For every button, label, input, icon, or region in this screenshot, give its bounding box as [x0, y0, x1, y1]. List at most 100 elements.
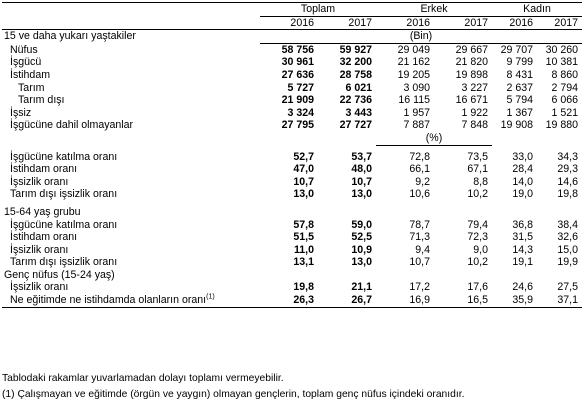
row-label: Nüfus — [2, 43, 260, 56]
table-cell: 30 961 — [281, 56, 314, 69]
row-label-text: Ne eğitimde ne istihdamda olanların oran… — [10, 294, 207, 307]
table-cell: 59,0 — [351, 218, 372, 231]
table-cell: 29 667 — [455, 43, 488, 56]
table-cell: 10,7 — [293, 175, 314, 188]
pct-unit-label: (%) — [376, 131, 492, 146]
table-cell: 11,0 — [293, 243, 314, 256]
section-title-row: 15 ve daha yukarı yaştakiler (Bin) — [2, 29, 582, 44]
table-cell: 19,9 — [557, 256, 578, 269]
table-cell: 48,0 — [351, 163, 372, 176]
row-label-text: Tarım dışı işsizlik oranı — [10, 256, 118, 269]
table-cell: 28,4 — [512, 163, 533, 176]
table-cell: 1 521 — [551, 106, 578, 119]
row-label-text: İşsizlik oranı — [10, 243, 69, 256]
table-cell: 16 115 — [398, 94, 430, 107]
row-label-text: İstihdam oranı — [10, 163, 78, 176]
labour-statistics-table: Toplam Erkek Kadın 2016 2017 2016 2017 2… — [2, 2, 582, 307]
table-cell: 19 898 — [455, 68, 488, 81]
table-cell: 57,8 — [293, 218, 314, 231]
table-cell: 10 381 — [545, 56, 578, 69]
row-label-text: İşgücüne dahil olmayanlar — [10, 119, 134, 132]
table-cell: 27 795 — [281, 119, 314, 132]
section-title: Genç nüfus (15-24 yaş) — [4, 268, 115, 281]
table-cell: 8,8 — [473, 175, 488, 188]
table-cell: 9,2 — [415, 175, 430, 188]
row-label-text: İşgücüne katılma oranı — [10, 218, 118, 231]
table-cell: 29,3 — [557, 163, 578, 176]
table-cell: 3 443 — [345, 106, 372, 119]
row-label: İşsizlik oranı — [2, 281, 260, 294]
row-label-text: İşsiz — [10, 106, 32, 119]
table-cell: 19 908 — [500, 119, 533, 132]
table-cell: 3 227 — [461, 81, 488, 94]
year-header: 2016 — [492, 16, 537, 31]
table-cell: 16,9 — [409, 294, 430, 307]
year-header: 2016 — [260, 16, 318, 31]
table-cell: 73,5 — [467, 150, 488, 163]
row-label-text: İstihdam oranı — [10, 231, 78, 244]
table-cell: 19,8 — [293, 281, 314, 294]
table-cell: 59 927 — [339, 43, 372, 56]
table-cell: 3 324 — [287, 106, 314, 119]
table-cell: 29 707 — [500, 43, 533, 56]
row-label: İşsizlik oranı — [2, 176, 260, 189]
section2-rates: İşgücüne katılma oranı 57,8 59,0 78,7 79,4 36… — [2, 219, 582, 269]
table-cell: 52,5 — [351, 231, 372, 244]
table-cell: 8 860 — [551, 68, 578, 81]
group-header-kadin: Kadın — [492, 2, 582, 17]
table-bottom-rule — [2, 306, 582, 308]
table-cell: 35,9 — [512, 294, 533, 307]
table-cell: 19,8 — [557, 188, 578, 201]
table-cell: 71,3 — [409, 231, 430, 244]
table-cell: 15,0 — [557, 243, 578, 256]
table-cell: 13,0 — [293, 188, 314, 201]
row-label-text: Tarım dışı — [18, 94, 65, 107]
year-header: 2017 — [434, 16, 492, 31]
table-cell: 10,7 — [409, 256, 430, 269]
table-cell: 27,5 — [557, 281, 578, 294]
table-cell: 10,6 — [409, 188, 430, 201]
section3-rates: İşsizlik oranı 19,8 21,1 17,2 17,6 24,6 27,5 Ne… — [2, 281, 582, 306]
table-row: İşgücüne katılma oranı 52,7 53,7 72,8 73,5 33… — [2, 151, 582, 164]
section-title-row: 15-64 yaş grubu — [2, 206, 582, 219]
table-row: İşgücü 30 961 32 200 21 162 21 820 9 799 10 38… — [2, 56, 582, 69]
table-cell: 33,0 — [512, 150, 533, 163]
table-cell: 19,1 — [512, 256, 533, 269]
table-row: Nüfus 58 756 59 927 29 049 29 667 29 707 30 26… — [2, 43, 582, 56]
table-row: Tarım dışı işsizlik oranı 13,0 13,0 10,6 10,… — [2, 188, 582, 201]
group-header-toplam: Toplam — [260, 2, 376, 17]
row-label-text: İstihdam — [10, 68, 51, 81]
row-label: İşgücüne katılma oranı — [2, 151, 260, 164]
row-label-text: Nüfus — [10, 43, 38, 56]
row-label: İşgücüne katılma oranı — [2, 219, 260, 232]
row-label: İşgücü — [2, 56, 260, 69]
table-cell: 14,0 — [512, 175, 533, 188]
table-cell: 3 090 — [403, 81, 430, 94]
table-cell: 14,6 — [557, 175, 578, 188]
table-cell: 7 848 — [461, 119, 488, 132]
table-cell: 37,1 — [557, 294, 578, 307]
year-header: 2016 — [376, 16, 434, 31]
row-label-text: İşgücüne katılma oranı — [10, 150, 118, 163]
table-cell: 21 820 — [455, 56, 488, 69]
pct-unit-row: (%) — [2, 131, 582, 146]
table-cell: 24,6 — [512, 281, 533, 294]
group-header-row: Toplam Erkek Kadın — [2, 2, 582, 17]
table-cell: 16 671 — [455, 94, 488, 107]
table-cell: 9,0 — [473, 243, 488, 256]
year-header: 2017 — [318, 16, 376, 31]
table-cell: 13,0 — [351, 188, 372, 201]
table-cell: 26,7 — [351, 294, 372, 307]
year-header-row: 2016 2017 2016 2017 2016 2017 — [2, 16, 582, 31]
group-header-erkek: Erkek — [376, 2, 492, 17]
table-cell: 52,7 — [293, 150, 314, 163]
table-row: İstihdam oranı 51,5 52,5 71,3 72,3 31,5 32,6 — [2, 231, 582, 244]
table-cell: 29 049 — [397, 43, 430, 56]
table-cell: 9 799 — [506, 56, 533, 69]
table-cell: 17,2 — [409, 281, 430, 294]
year-header: 2017 — [537, 16, 582, 31]
table-cell: 78,7 — [409, 218, 430, 231]
row-label: Tarım dışı işsizlik oranı — [2, 188, 260, 201]
table-cell: 21 909 — [281, 94, 314, 107]
table-cell: 13,0 — [351, 256, 372, 269]
